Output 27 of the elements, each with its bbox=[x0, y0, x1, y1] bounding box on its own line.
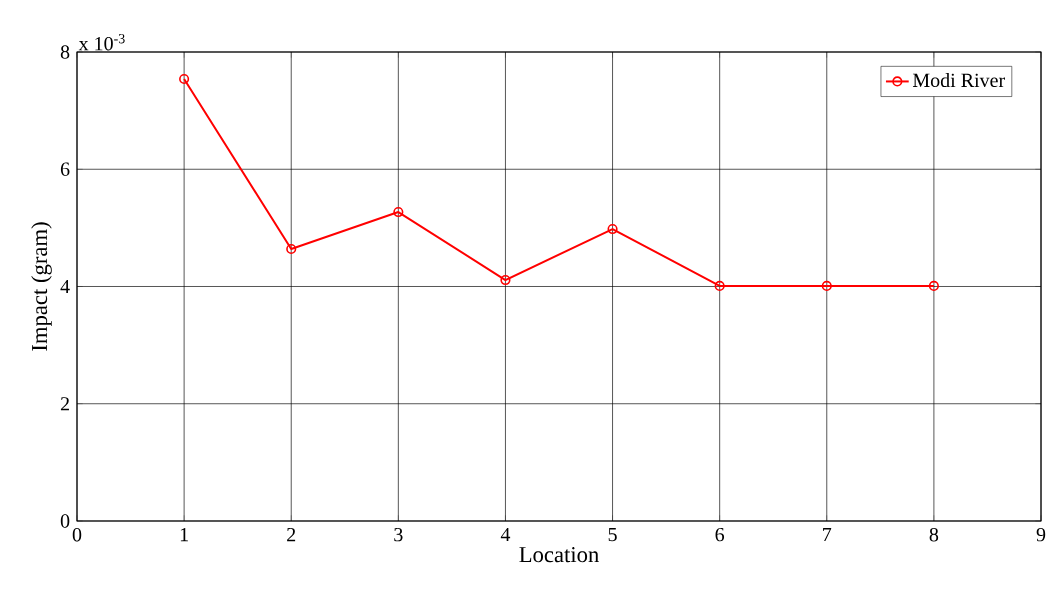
x-tick-label: 8 bbox=[929, 527, 939, 542]
y-tick-label: 2 bbox=[60, 397, 69, 411]
x-tick-label: 7 bbox=[823, 527, 832, 542]
x-tick-label: 1 bbox=[180, 527, 188, 542]
point bbox=[607, 223, 618, 235]
legend-label: Modi River bbox=[912, 73, 1005, 88]
x-tick-label: 9 bbox=[1036, 527, 1046, 542]
point bbox=[179, 73, 190, 85]
x-tick-label: 6 bbox=[715, 527, 725, 542]
y-tick-label: 0 bbox=[60, 514, 70, 528]
x-tick-label: 5 bbox=[608, 527, 617, 542]
text: x 10$^{-3}$ bbox=[78, 33, 125, 51]
x-tick-label: 2 bbox=[287, 527, 296, 542]
point bbox=[393, 206, 404, 218]
point bbox=[286, 243, 297, 255]
y-tick-label: 6 bbox=[60, 162, 70, 176]
y-axis-title: Impact (gram) bbox=[31, 222, 52, 351]
y-tick-label: 4 bbox=[60, 279, 70, 294]
x-tick-label: 0 bbox=[72, 527, 82, 542]
x-tick-label: 4 bbox=[500, 527, 511, 542]
point bbox=[714, 280, 725, 291]
point bbox=[500, 274, 511, 286]
y-tick-label: 8 bbox=[60, 45, 70, 59]
x-axis-title: Location bbox=[519, 547, 599, 563]
x-tick-label: 3 bbox=[394, 527, 403, 542]
point bbox=[928, 280, 939, 291]
point bbox=[821, 280, 832, 291]
